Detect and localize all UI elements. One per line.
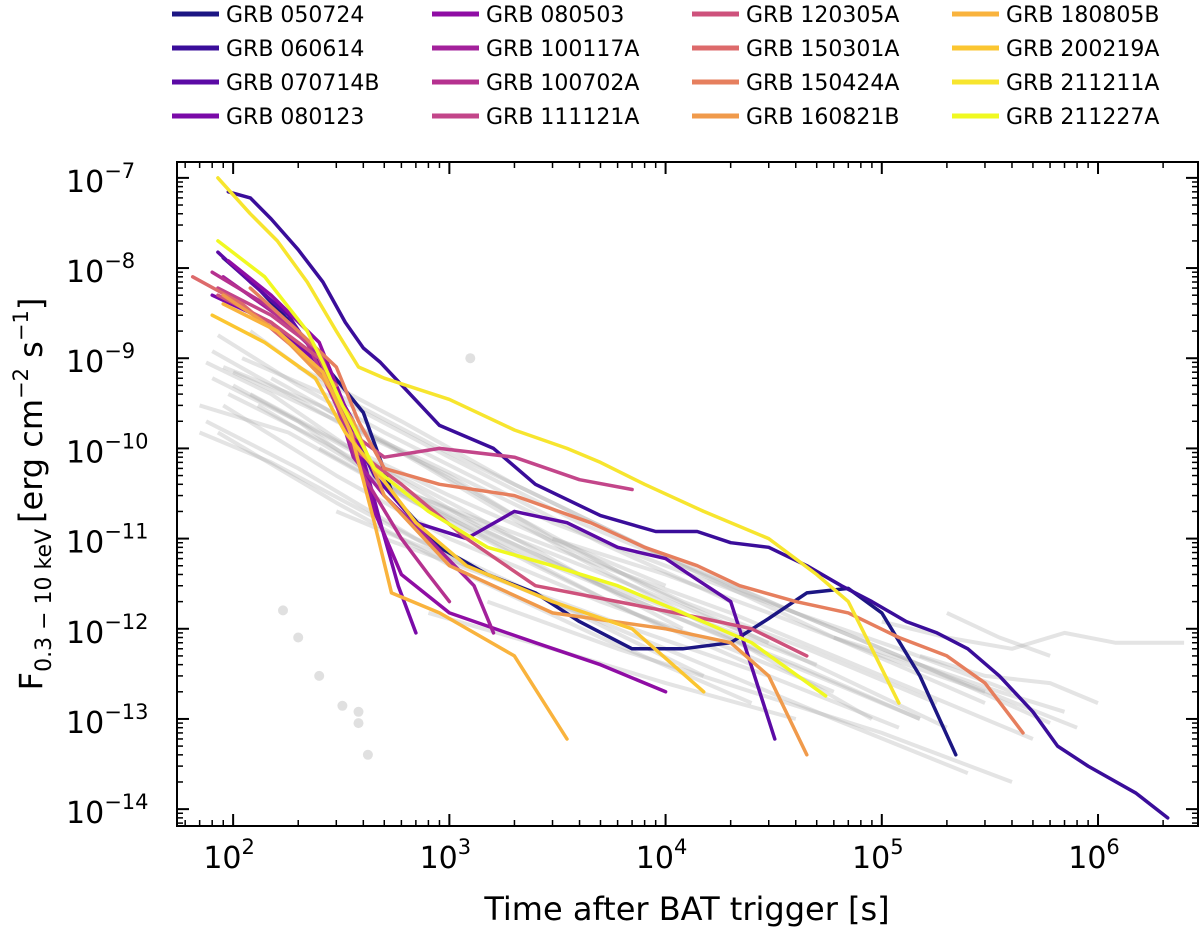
- background-line-17: [216, 333, 732, 604]
- background-point-4: [314, 670, 325, 681]
- series-line-grb-120305a: [216, 293, 809, 658]
- background-line-29: [427, 610, 797, 721]
- legend-entry-grb-180805b: GRB 180805B: [952, 3, 1160, 28]
- legend-label: GRB 050724: [226, 3, 364, 28]
- background-point-3: [293, 632, 304, 643]
- series-line-grb-200219a: [210, 313, 706, 694]
- x-tick-label: 105: [852, 835, 904, 876]
- series-line-grb-111121a: [216, 286, 634, 492]
- background-line-9: [227, 392, 770, 645]
- y-tick-label: 10−12: [66, 610, 149, 651]
- y-tick-label: 10−8: [66, 249, 135, 290]
- y-label-exp2: −1: [9, 310, 33, 341]
- y-tick-label: 10−11: [66, 520, 149, 561]
- legend-label: GRB 060614: [226, 37, 364, 62]
- y-tick-label: 10−13: [66, 700, 149, 741]
- legend-entry-grb-211227a: GRB 211227A: [952, 105, 1159, 130]
- background-point-2: [278, 605, 288, 616]
- y-tick-label: 10−14: [66, 790, 149, 831]
- legend-entry-grb-120305a: GRB 120305A: [692, 3, 899, 28]
- series-line-grb-160821b: [221, 293, 809, 757]
- legend-entry-grb-080503: GRB 080503: [432, 3, 624, 28]
- legend-entry-grb-100117a: GRB 100117A: [432, 37, 639, 62]
- background-line-20: [486, 599, 1013, 784]
- series-line-grb-060614: [226, 190, 1170, 820]
- legend-label: GRB 180805B: [1006, 3, 1160, 28]
- plot-area: [177, 162, 1198, 826]
- background-line-10: [211, 376, 1034, 741]
- legend-label: GRB 080503: [486, 3, 624, 28]
- background-line-1: [211, 349, 667, 588]
- legend-label: GRB 211211A: [1006, 71, 1159, 96]
- background-point-5: [337, 700, 348, 711]
- legend-entry-grb-080123: GRB 080123: [172, 105, 364, 130]
- y-axis-label: F0.3 − 10 keV [erg cm−2 s−1]: [9, 298, 57, 691]
- x-tick-label: 106: [1068, 835, 1120, 876]
- background-line-4: [232, 383, 921, 721]
- plot-frame: [176, 161, 1199, 827]
- legend-label: GRB 200219A: [1006, 37, 1159, 62]
- series-line-grb-180805b: [221, 302, 569, 741]
- legend-entry-grb-100702a: GRB 100702A: [432, 71, 639, 96]
- y-label-unit-end: ]: [12, 298, 50, 310]
- y-tick-label: 10−7: [66, 159, 135, 200]
- legend-label: GRB 211227A: [1006, 105, 1159, 130]
- legend-entry-grb-211211a: GRB 211211A: [952, 71, 1159, 96]
- y-label-unit-mid: s: [12, 341, 50, 368]
- legend-label: GRB 100702A: [486, 71, 639, 96]
- background-line-15: [256, 403, 753, 667]
- x-tick-label: 104: [636, 835, 688, 876]
- y-label-subscript: 0.3 − 10 keV: [32, 529, 57, 672]
- legend-entry-grb-150301a: GRB 150301A: [692, 37, 899, 62]
- legend-entry-grb-060614: GRB 060614: [172, 37, 364, 62]
- y-label-exp1: −2: [9, 368, 33, 399]
- legend-entry-grb-200219a: GRB 200219A: [952, 37, 1159, 62]
- y-tick-label: 10−10: [66, 429, 149, 470]
- highlighted-series: [190, 176, 1170, 820]
- background-point-8: [353, 706, 364, 717]
- y-label-unit: [erg cm: [12, 399, 50, 523]
- y-label-main: F: [12, 672, 50, 690]
- background-line-26: [198, 430, 468, 568]
- legend-entry-grb-150424a: GRB 150424A: [692, 71, 899, 96]
- background-point-1: [465, 353, 476, 364]
- background-point-7: [362, 749, 373, 760]
- background-line-25: [318, 446, 921, 721]
- x-tick-label: 103: [420, 835, 472, 876]
- legend-label: GRB 070714B: [226, 71, 380, 96]
- legend-label: GRB 100117A: [486, 37, 639, 62]
- legend-entry-grb-070714b: GRB 070714B: [172, 71, 380, 96]
- legend-label: GRB 111121A: [486, 105, 639, 130]
- x-axis-label: Time after BAT trigger [s]: [483, 890, 889, 928]
- series-line-grb-150424a: [248, 286, 1025, 735]
- background-line-14: [205, 360, 684, 631]
- x-tick-label: 102: [203, 835, 255, 876]
- legend: GRB 050724 GRB 060614 GRB 070714B GRB 08012…: [172, 3, 1160, 130]
- legend-label: GRB 150301A: [746, 37, 899, 62]
- legend-label: GRB 120305A: [746, 3, 899, 28]
- series-line-grb-211227a: [216, 239, 828, 698]
- y-tick-label: 10−9: [66, 339, 135, 380]
- background-line-28: [946, 611, 1051, 658]
- legend-entry-grb-050724: GRB 050724: [172, 3, 364, 28]
- background-line-7: [199, 403, 667, 631]
- background-point-6: [353, 718, 364, 729]
- series-line-grb-211211a: [216, 176, 901, 705]
- background-line-2: [222, 365, 873, 721]
- background-line-19: [383, 536, 900, 730]
- legend-entry-grb-160821b: GRB 160821B: [692, 105, 900, 130]
- background-line-22: [919, 653, 1099, 705]
- background-line-23: [833, 635, 1066, 714]
- background-line-3: [205, 419, 705, 678]
- legend-label: GRB 080123: [226, 105, 364, 130]
- background-line-11: [241, 356, 1078, 730]
- legend-label: GRB 160821B: [746, 105, 900, 130]
- legend-label: GRB 150424A: [746, 71, 899, 96]
- legend-entry-grb-111121a: GRB 111121A: [432, 105, 639, 130]
- background-line-21: [881, 619, 1185, 651]
- series-line-grb-080503: [226, 259, 668, 694]
